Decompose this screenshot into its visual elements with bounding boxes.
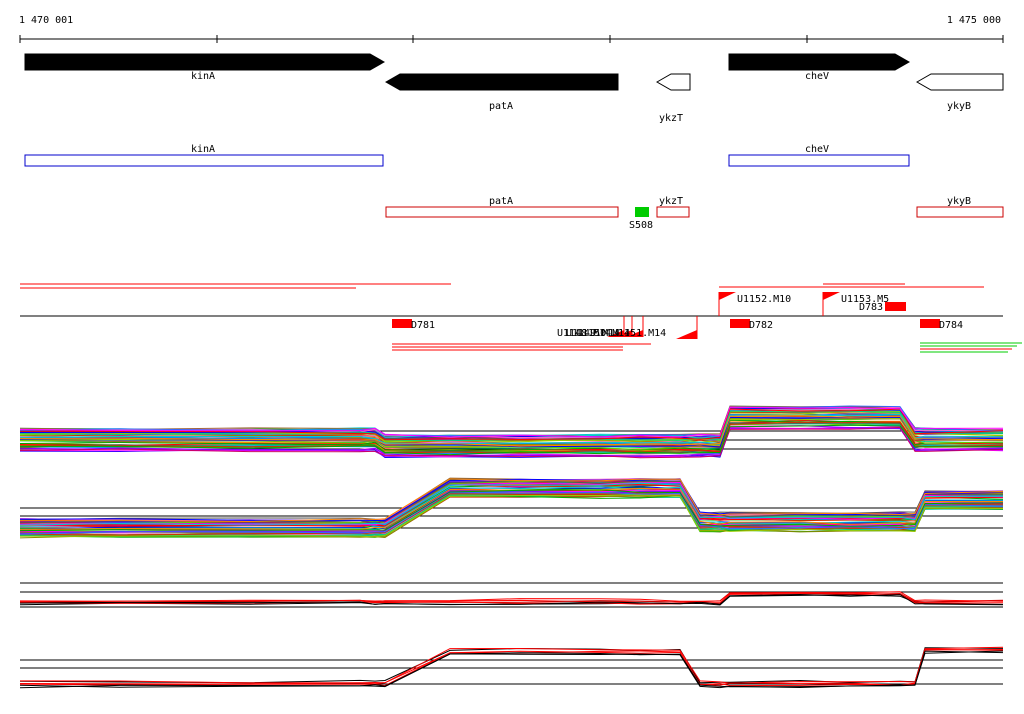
panel2-trace: [19, 489, 1004, 532]
feature-u1150-marker[interactable]: [626, 330, 643, 337]
panel1-trace: [19, 405, 1004, 438]
block-d781-label: D781: [411, 320, 435, 331]
cds-kina-box[interactable]: [24, 154, 384, 167]
gene-chev-label: cheV: [805, 71, 829, 82]
ruler-end-label: 1 475 000: [947, 15, 1001, 26]
panel1-trace: [19, 408, 1004, 441]
cds-minus-track: patA ykzT ykyB S508: [385, 196, 1004, 231]
downstream-feature-markers: [607, 316, 698, 339]
block-d782-label: D782: [749, 320, 773, 331]
panel1-trace: [19, 406, 1004, 438]
block-d784[interactable]: [920, 319, 940, 328]
gene-chev-arrow[interactable]: [728, 53, 911, 71]
panel4-trace: [19, 646, 1004, 684]
gene-ykzt-arrow[interactable]: [655, 73, 691, 91]
gene-pata-label: patA: [489, 101, 513, 112]
panel2-trace: [19, 483, 1004, 527]
panel1-trace: [20, 424, 1004, 456]
cds-pata-label: patA: [489, 196, 513, 207]
expression-panel-2: [19, 477, 1004, 539]
gene-ykzt[interactable]: ykzT: [655, 73, 691, 124]
feature-u1153-label: U1153.M5: [841, 294, 889, 305]
gene-arrows: kinA patA ykzT cheV ykyB: [24, 53, 1004, 124]
panel2-trace: [19, 478, 1004, 523]
feature-track: U1152.M10 U1153.M5 D783 D781 D782 D784 U…: [20, 283, 1022, 353]
panel2-trace: [19, 478, 1004, 521]
site-s508-box[interactable]: [635, 207, 649, 217]
cds-ykzt-box[interactable]: [656, 206, 690, 218]
gene-ykyb-label: ykyB: [947, 101, 971, 112]
block-d781[interactable]: [392, 319, 412, 328]
feature-u1152-label: U1152.M10: [737, 294, 791, 305]
feature-u1152-marker[interactable]: [719, 292, 736, 300]
gene-kina-arrow[interactable]: [24, 53, 386, 71]
gene-pata[interactable]: patA: [384, 73, 619, 112]
cds-plus-track: kinA cheV: [24, 144, 910, 167]
feature-u1151-marker[interactable]: [676, 330, 697, 339]
gene-kina[interactable]: kinA: [24, 53, 386, 82]
panel1-trace: [19, 426, 1004, 459]
panel2-trace: [19, 487, 1003, 530]
gene-ykyb[interactable]: ykyB: [915, 73, 1004, 112]
cds-kina-label: kinA: [191, 144, 215, 155]
block-d784-label: D784: [939, 320, 963, 331]
cds-ykzt-label: ykzT: [659, 196, 683, 207]
read-lines: [392, 342, 1022, 353]
ruler-start-label: 1 470 001: [19, 15, 73, 26]
panel2-trace: [19, 491, 1004, 535]
panel1-trace: [19, 410, 1004, 442]
block-d782[interactable]: [730, 319, 750, 328]
cds-ykyb-box[interactable]: [916, 206, 1004, 218]
gene-pata-arrow[interactable]: [384, 73, 619, 91]
panel4-trace: [19, 650, 1004, 689]
cds-chev-label: cheV: [805, 144, 829, 155]
panel2-trace: [19, 494, 1004, 538]
panel1-trace: [19, 406, 1004, 439]
gene-ykyb-arrow[interactable]: [915, 73, 1004, 91]
feature-u1153-marker[interactable]: [823, 292, 840, 300]
gene-ykzt-label: ykzT: [659, 113, 683, 124]
block-d783-label: D783: [859, 302, 883, 313]
site-s508-label: S508: [629, 220, 653, 231]
downstream-feature-labels: U1148.M14 U1149.M14 U1150.M14 U1151.M14: [557, 328, 666, 339]
cds-chev-box[interactable]: [728, 154, 910, 167]
panel2-trace: [19, 483, 1004, 527]
feature-u1149-label: U1149.M14: [566, 328, 620, 339]
feature-u1151-label: U1151.M14: [612, 328, 666, 339]
block-d783[interactable]: [885, 302, 906, 311]
panel1-trace: [19, 413, 1004, 445]
expression-panel-1: [19, 405, 1004, 459]
cds-pata-box[interactable]: [385, 206, 619, 218]
expression-panel-4: [19, 646, 1004, 689]
gene-chev[interactable]: cheV: [728, 53, 911, 82]
gene-kina-label: kinA: [191, 71, 215, 82]
cds-ykyb-label: ykyB: [947, 196, 971, 207]
coordinate-ruler: 1 470 001 1 475 000: [19, 15, 1004, 43]
feature-u1150-label: U1150.M14: [576, 328, 630, 339]
panel1-trace: [19, 415, 1004, 447]
panel3-trace: [19, 591, 1004, 602]
feature-u1148-label: U1148.M14: [557, 328, 611, 339]
panel2-trace: [19, 489, 1004, 533]
panel3-trace: [19, 593, 1004, 605]
panel2-trace: [19, 482, 1004, 526]
expression-panel-3: [19, 582, 1004, 608]
ruler-ticks: [19, 35, 1004, 43]
panel2-trace: [19, 480, 1004, 524]
